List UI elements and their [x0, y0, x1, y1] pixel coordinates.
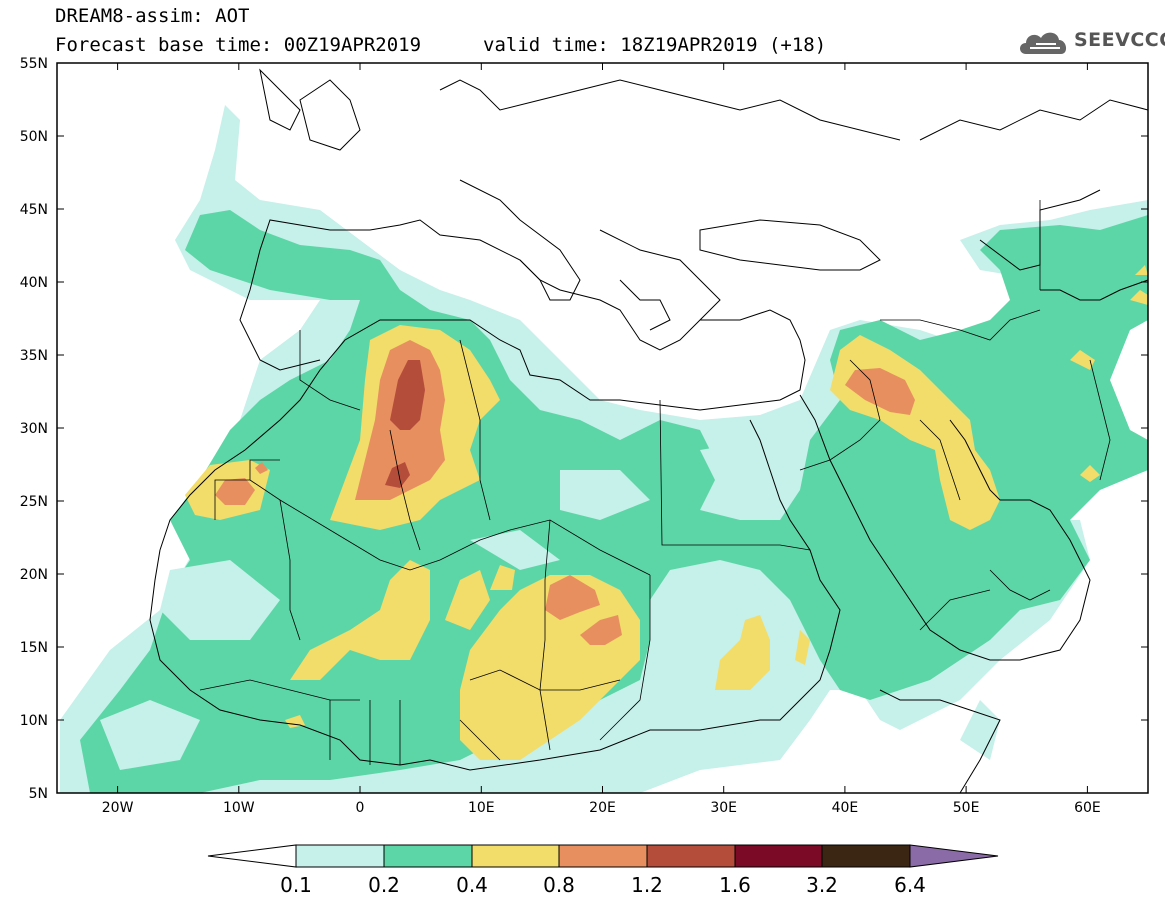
- aot-field: [60, 105, 1148, 793]
- colorbar: 0.1 0.2 0.4 0.8 1.2 1.6 3.2 6.4: [207, 844, 999, 897]
- colorbar-label: 6.4: [894, 873, 926, 897]
- colorbar-swatch: [558, 844, 648, 868]
- colorbar-swatch: [821, 844, 911, 868]
- x-tick-label: 20E: [589, 800, 616, 816]
- colorbar-label: 0.1: [280, 873, 312, 897]
- x-tick-label: 30E: [710, 800, 737, 816]
- colorbar-over-triangle: [909, 844, 999, 868]
- x-tick-label: 60E: [1074, 800, 1101, 816]
- y-tick-label: 50N: [20, 129, 48, 145]
- x-tick-label: 20W: [102, 800, 134, 816]
- colorbar-label: 3.2: [806, 873, 838, 897]
- colorbar-label: 0.2: [368, 873, 400, 897]
- y-tick-label: 25N: [20, 494, 48, 510]
- y-tick-label: 20N: [20, 567, 48, 583]
- colorbar-under-triangle: [207, 844, 297, 868]
- x-axis-labels: 20W 10W 0 10E 20E 30E 40E 50E 60E: [102, 800, 1101, 816]
- y-tick-label: 40N: [20, 275, 48, 291]
- x-tick-label: 40E: [832, 800, 859, 816]
- x-tick-label: 0: [356, 800, 365, 816]
- x-tick-label: 50E: [953, 800, 980, 816]
- x-tick-label: 10W: [223, 800, 255, 816]
- logo-text: SEEVCCC: [1074, 29, 1165, 51]
- forecast-base-time: Forecast base time: 00Z19APR2019: [55, 34, 422, 56]
- colorbar-swatch: [734, 844, 823, 868]
- colorbar-label: 1.2: [631, 873, 663, 897]
- x-tick-label: 10E: [468, 800, 495, 816]
- y-tick-label: 35N: [20, 348, 48, 364]
- cloud-icon: [1020, 32, 1067, 54]
- valid-time: valid time: 18Z19APR2019 (+18): [483, 34, 827, 56]
- coastlines: [149, 68, 1148, 793]
- y-tick-label: 30N: [20, 421, 48, 437]
- y-axis-labels: 55N 50N 45N 40N 35N 30N 25N 20N 15N 10N …: [20, 56, 48, 802]
- colorbar-swatch: [471, 844, 560, 868]
- axis-ticks: [57, 63, 1148, 793]
- colorbar-swatch: [646, 844, 736, 868]
- product-title: DREAM8-assim: AOT: [55, 5, 250, 27]
- aot-band-1.2: [385, 360, 425, 488]
- seevccc-logo: SEEVCCC: [1016, 24, 1165, 60]
- y-tick-label: 15N: [20, 640, 48, 656]
- colorbar-swatch: [295, 844, 385, 868]
- y-tick-label: 5N: [29, 786, 48, 802]
- y-tick-label: 55N: [20, 56, 48, 72]
- colorbar-label: 0.4: [456, 873, 488, 897]
- y-tick-label: 10N: [20, 713, 48, 729]
- country-borders: [199, 200, 1111, 765]
- colorbar-swatch: [383, 844, 473, 868]
- y-tick-label: 45N: [20, 202, 48, 218]
- colorbar-label: 0.8: [543, 873, 575, 897]
- colorbar-label: 1.6: [719, 873, 751, 897]
